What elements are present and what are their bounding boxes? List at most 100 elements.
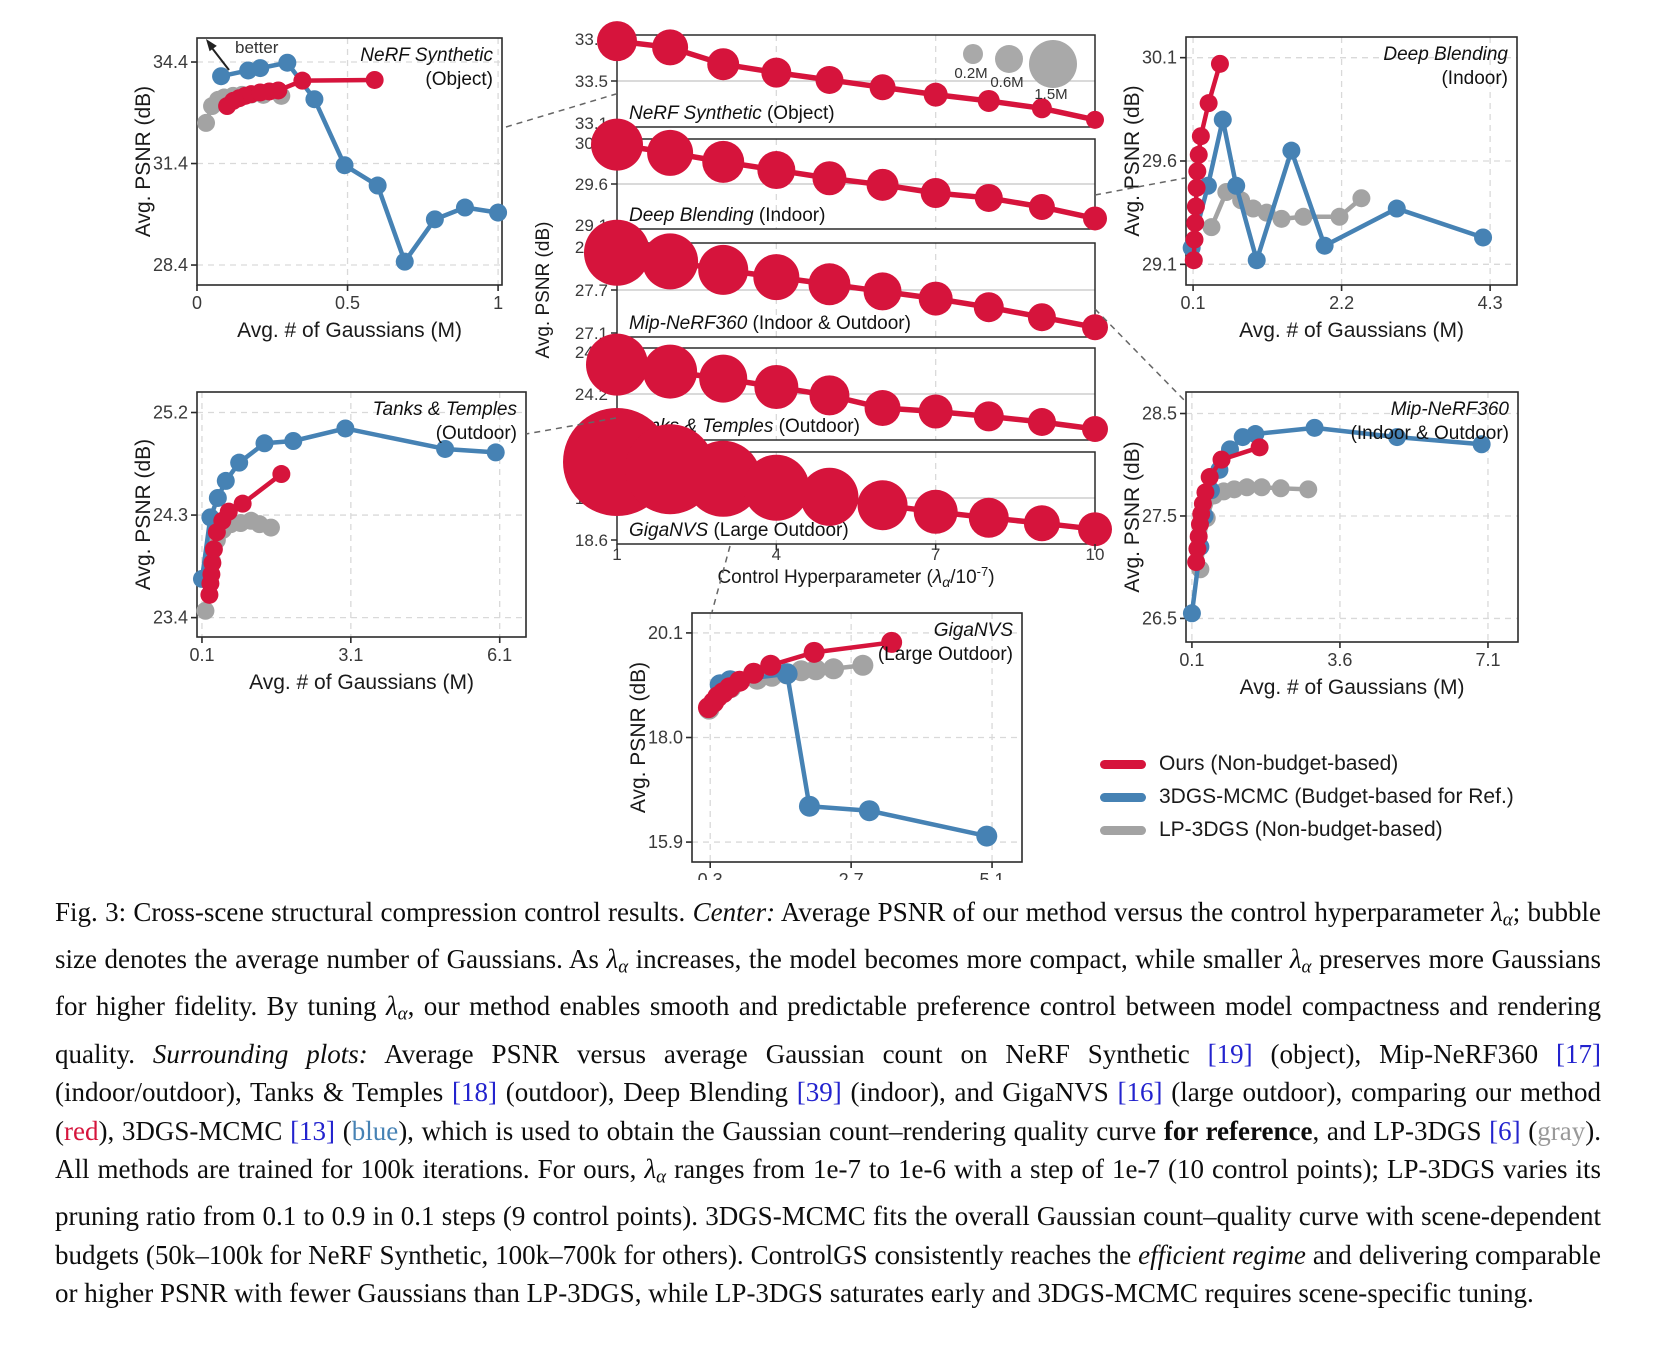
series-ours	[1187, 438, 1269, 572]
legend-label: Ours (Non-budget-based)	[1159, 752, 1399, 775]
svg-text:27.5: 27.5	[1142, 506, 1177, 526]
svg-text:18.6: 18.6	[575, 531, 608, 550]
plot-title: NeRF Synthetic	[360, 45, 493, 66]
series-ours	[697, 631, 903, 719]
x-axis-label: Avg. # of Gaussians (M)	[1239, 319, 1464, 342]
series-ours	[218, 70, 384, 116]
x-axis-label: Avg. # of Gaussians (M)	[237, 319, 462, 342]
svg-text:29.1: 29.1	[1142, 254, 1177, 274]
figure-3-plots: 0 0.5 1 28.4 31.4 34.4 Avg. # of Gaussians (M)…	[132, 21, 1519, 880]
plot-deep_blending: 0.1 2.2 4.3 29.1 29.6 30.1 Avg. # of Gaussians…	[1121, 36, 1518, 342]
panel-scene-label: NeRF Synthetic (Object)	[629, 103, 835, 124]
axis-ticks: 0 0.5 1 28.4 31.4 34.4	[153, 52, 503, 313]
series-mcmc	[709, 663, 998, 847]
plot-subtitle: (Large Outdoor)	[878, 644, 1013, 665]
citation-link[interactable]: [17]	[1556, 1038, 1602, 1069]
panel-scene-label: Mip-NeRF360 (Indoor & Outdoor)	[629, 313, 911, 334]
legend-item-mcmc: 3DGS-MCMC (Budget-based for Ref.)	[1100, 785, 1514, 809]
legend-item-lp: LP-3DGS (Non-budget-based)	[1100, 818, 1514, 842]
svg-text:27.7: 27.7	[575, 281, 608, 300]
svg-text:2.2: 2.2	[1329, 293, 1354, 313]
citation-link[interactable]: [39]	[796, 1077, 842, 1108]
axis-ticks: 0.1 2.2 4.3 29.1 29.6 30.1	[1142, 48, 1503, 313]
figure-3-caption: Fig. 3: Cross-scene structural compressi…	[55, 897, 1602, 1309]
series-ours-bubbles	[586, 333, 1108, 442]
citation-link[interactable]: [18]	[452, 1077, 497, 1108]
y-axis-label: Avg. PSNR (dB)	[132, 439, 155, 590]
svg-text:25.2: 25.2	[153, 403, 188, 423]
series-mcmc	[1182, 418, 1491, 623]
legend-item-ours: Ours (Non-budget-based)	[1100, 752, 1514, 776]
x-axis-label: Avg. # of Gaussians (M)	[1240, 676, 1465, 699]
center-panel-tanks_temples: 24.824.223.6Tanks & Temples (Outdoor)	[575, 333, 1108, 446]
plot-subtitle: (Indoor)	[1441, 68, 1508, 89]
plot-title: Mip-NeRF360	[1391, 399, 1510, 420]
plot-subtitle: (Object)	[425, 69, 493, 90]
plot-nerf_synthetic: 0 0.5 1 28.4 31.4 34.4 Avg. # of Gaussians (M)…	[132, 37, 508, 342]
y-axis-label: Avg. PSNR (dB)	[132, 86, 155, 237]
svg-text:30.1: 30.1	[1142, 48, 1177, 68]
y-axis-label: Avg. PSNR (dB)	[627, 662, 650, 813]
svg-text:24.3: 24.3	[153, 505, 188, 525]
svg-text:4.3: 4.3	[1478, 293, 1503, 313]
lp-color-swatch	[1100, 825, 1146, 835]
series-ours-bubbles	[597, 21, 1104, 129]
plot-subtitle: (Outdoor)	[436, 423, 517, 444]
svg-text:3.1: 3.1	[338, 645, 363, 665]
plot-mip_nerf360: 0.1 3.6 7.1 26.5 27.5 28.5 Avg. # of Gaussians…	[1121, 391, 1519, 699]
citation-link[interactable]: [13]	[290, 1115, 336, 1146]
axis-ticks: 0.3 2.7 5.1 15.9 18.0 20.1	[648, 623, 1005, 880]
svg-text:1: 1	[612, 545, 621, 564]
citation-link[interactable]: [19]	[1207, 1038, 1253, 1069]
svg-text:28.5: 28.5	[1142, 404, 1177, 424]
series-ours-bubbles	[584, 219, 1108, 341]
svg-text:15.9: 15.9	[648, 832, 683, 852]
svg-text:7: 7	[931, 545, 940, 564]
svg-text:7.1: 7.1	[1475, 650, 1500, 670]
series-ours-bubbles	[563, 408, 1112, 547]
svg-text:20.1: 20.1	[648, 623, 683, 643]
svg-text:5.1: 5.1	[980, 870, 1005, 880]
svg-text:29.6: 29.6	[1142, 151, 1177, 171]
series-lp	[1202, 183, 1371, 237]
series-ours-bubbles	[591, 118, 1107, 231]
series-ours	[200, 465, 291, 604]
y-axis-label: Avg. PSNR (dB)	[1121, 85, 1144, 236]
svg-text:0: 0	[192, 293, 202, 313]
svg-text:0.6M: 0.6M	[990, 74, 1023, 91]
svg-text:10: 10	[1086, 545, 1105, 564]
svg-text:better: better	[235, 38, 279, 57]
svg-text:0.2M: 0.2M	[954, 65, 987, 82]
svg-text:1: 1	[493, 293, 503, 313]
svg-text:0.1: 0.1	[1179, 650, 1204, 670]
svg-text:33.5: 33.5	[575, 72, 608, 91]
better-arrow: better	[206, 38, 279, 71]
svg-text:18.0: 18.0	[648, 728, 683, 748]
panel-scene-label: Deep Blending (Indoor)	[629, 205, 825, 226]
legend-label: LP-3DGS (Non-budget-based)	[1159, 818, 1443, 841]
svg-text:31.4: 31.4	[153, 154, 188, 174]
series-legend: Ours (Non-budget-based) 3DGS-MCMC (Budge…	[1100, 752, 1514, 851]
svg-text:23.4: 23.4	[153, 608, 188, 628]
plot-tanks_temples: 0.1 3.1 6.1 23.4 24.3 25.2 Avg. # of Gaussians…	[132, 391, 527, 694]
ours-color-swatch	[1100, 759, 1146, 769]
svg-text:0.1: 0.1	[189, 645, 214, 665]
svg-text:6.1: 6.1	[487, 645, 512, 665]
series-mcmc	[212, 53, 508, 271]
citation-link[interactable]: [6]	[1489, 1115, 1521, 1146]
center-panel-nerf_synthetic: 33.933.533.1 NeRF Synthetic (Object)	[575, 21, 1104, 133]
series-ours	[1184, 54, 1229, 270]
series-mcmc	[192, 419, 505, 588]
center-y-axis-label: Avg. PSNR (dB)	[533, 222, 554, 359]
center-x-axis-label: Control Hyperparameter (λα/10-7)	[717, 564, 994, 590]
citation-link[interactable]: [16]	[1117, 1077, 1163, 1108]
svg-text:27.1: 27.1	[575, 324, 608, 343]
plot-title: Deep Blending	[1383, 44, 1508, 65]
svg-text:0.5: 0.5	[335, 293, 360, 313]
